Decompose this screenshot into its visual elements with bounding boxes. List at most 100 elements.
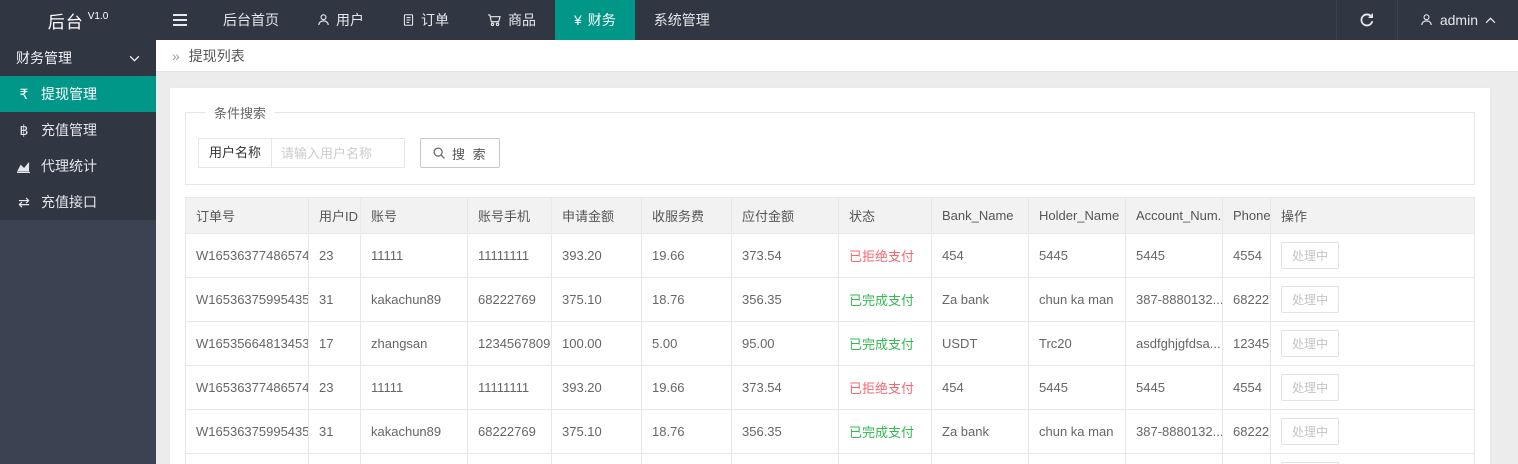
nav-item-orders[interactable]: 订单 bbox=[383, 0, 468, 40]
cell-account: zhangsan bbox=[360, 453, 468, 464]
cell-service_fee: 5.00 bbox=[641, 453, 732, 464]
withdraw-table: 订单号 用户ID 账号 账号手机 申请金额 收服务费 应付金额 状态 Bank_Name Hold… bbox=[185, 197, 1475, 464]
username-search-input[interactable] bbox=[271, 138, 406, 168]
sidebar-item-withdraw[interactable]: ₹ 提现管理 bbox=[0, 76, 156, 112]
cell-user_id: 23 bbox=[308, 365, 361, 410]
cell-order_no: W165363774865741 bbox=[185, 365, 309, 410]
nav-item-home[interactable]: 后台首页 bbox=[204, 0, 298, 40]
cell-account: kakachun89 bbox=[360, 409, 468, 454]
sidebar-item-agent-stats[interactable]: 代理统计 bbox=[0, 148, 156, 184]
cart-icon bbox=[487, 13, 502, 27]
processing-button[interactable]: 处理中 bbox=[1281, 374, 1340, 401]
column-header: Account_Num... bbox=[1125, 197, 1223, 234]
sidebar-item-label: 充值管理 bbox=[41, 122, 97, 138]
chevron-down-icon bbox=[129, 55, 140, 62]
nav-item-products[interactable]: 商品 bbox=[468, 0, 555, 40]
cell-apply_amount: 375.10 bbox=[551, 409, 642, 454]
cell-payable_amount: 95.00 bbox=[731, 453, 839, 464]
column-header: Phone_Number bbox=[1222, 197, 1271, 234]
sidebar-item-recharge-interface[interactable]: ⇄ 充值接口 bbox=[0, 184, 156, 220]
cell-bank_name: 454 bbox=[931, 233, 1029, 278]
search-fieldset: 条件搜索 用户名称 搜 索 bbox=[185, 103, 1475, 185]
username-field-label: 用户名称 bbox=[198, 138, 273, 168]
cell-holder_name: Trc20 bbox=[1028, 453, 1126, 464]
sidebar: 财务管理 ₹ 提现管理 ฿ 充值管理 代理统计 ⇄ 充值接口 bbox=[0, 40, 156, 464]
cell-apply_amount: 100.00 bbox=[551, 453, 642, 464]
refresh-icon bbox=[1359, 12, 1375, 28]
cell-bank_name: Za bank bbox=[931, 409, 1029, 454]
cell-service_fee: 18.76 bbox=[641, 277, 732, 322]
column-header: 操作 bbox=[1270, 197, 1475, 234]
processing-button[interactable]: 处理中 bbox=[1281, 242, 1340, 269]
app-title: 后台 bbox=[47, 12, 84, 32]
hamburger-menu-icon[interactable] bbox=[156, 0, 204, 40]
cell-account_number: 387-8880132... bbox=[1125, 277, 1223, 322]
cell-account_number: 5445 bbox=[1125, 233, 1223, 278]
cell-holder_name: 5445 bbox=[1028, 233, 1126, 278]
nav-item-system[interactable]: 系统管理 bbox=[635, 0, 729, 40]
cell-account_number: 5445 bbox=[1125, 365, 1223, 410]
column-header: 账号 bbox=[360, 197, 468, 234]
cell-status: 已完成支付 bbox=[838, 409, 932, 454]
nav-item-label: 财务 bbox=[587, 12, 616, 28]
cell-payable_amount: 95.00 bbox=[731, 321, 839, 366]
sidebar-item-recharge[interactable]: ฿ 充值管理 bbox=[0, 112, 156, 148]
nav-item-finance[interactable]: ¥ 财务 bbox=[555, 0, 635, 40]
cell-status: 已拒绝支付 bbox=[838, 233, 932, 278]
cell-bank_name: Za bank bbox=[931, 277, 1029, 322]
user-menu[interactable]: admin bbox=[1396, 0, 1518, 40]
rupee-icon: ₹ bbox=[19, 86, 29, 102]
nav-item-label: 系统管理 bbox=[653, 12, 710, 28]
processing-button[interactable]: 处理中 bbox=[1281, 286, 1340, 313]
cell-account_phone: 68222769 bbox=[467, 409, 552, 454]
main-area: » 提现列表 条件搜索 用户名称 搜 索 bbox=[156, 40, 1518, 464]
nav-item-label: 订单 bbox=[421, 12, 449, 28]
cell-account: kakachun89 bbox=[360, 277, 468, 322]
search-legend: 条件搜索 bbox=[214, 106, 267, 121]
table-header: 订单号 用户ID 账号 账号手机 申请金额 收服务费 应付金额 状态 Bank_Name Hold… bbox=[185, 197, 1475, 234]
sidebar-section-finance[interactable]: 财务管理 bbox=[0, 40, 156, 76]
search-button[interactable]: 搜 索 bbox=[420, 138, 500, 168]
processing-button[interactable]: 处理中 bbox=[1281, 418, 1340, 445]
cell-order_no: W165363759954359 bbox=[185, 277, 309, 322]
column-header: 申请金额 bbox=[551, 197, 642, 234]
cell-order_no: W165363759954359 bbox=[185, 409, 309, 454]
sidebar-item-label: 充值接口 bbox=[41, 194, 97, 210]
cell-status: 已拒绝支付 bbox=[838, 365, 932, 410]
table-header-row: 订单号 用户ID 账号 账号手机 申请金额 收服务费 应付金额 状态 Bank_Name Hold… bbox=[185, 197, 1475, 234]
cell-action: 处理中 bbox=[1270, 277, 1475, 322]
withdraw-list-card: 条件搜索 用户名称 搜 索 bbox=[170, 88, 1490, 464]
cell-user_id: 17 bbox=[308, 453, 361, 464]
cell-bank_name: USDT bbox=[931, 321, 1029, 366]
column-header: 收服务费 bbox=[641, 197, 732, 234]
content: 条件搜索 用户名称 搜 索 bbox=[156, 72, 1518, 464]
cell-action: 处理中 bbox=[1270, 233, 1475, 278]
cell-apply_amount: 100.00 bbox=[551, 321, 642, 366]
cell-phone_number: 68222769 bbox=[1222, 277, 1271, 322]
chevron-up-icon bbox=[1485, 16, 1496, 24]
cell-account: 11111 bbox=[360, 365, 468, 410]
refresh-button[interactable] bbox=[1335, 0, 1397, 40]
yen-icon: ¥ bbox=[574, 12, 582, 28]
cell-service_fee: 19.66 bbox=[641, 365, 732, 410]
column-header: Holder_Name bbox=[1028, 197, 1126, 234]
cell-payable_amount: 356.35 bbox=[731, 409, 839, 454]
cell-account_phone: 68222769 bbox=[467, 277, 552, 322]
cell-service_fee: 19.66 bbox=[641, 233, 732, 278]
cell-bank_name: 454 bbox=[931, 365, 1029, 410]
column-header: 账号手机 bbox=[467, 197, 552, 234]
nav-item-users[interactable]: 用户 bbox=[298, 0, 383, 40]
nav-item-label: 用户 bbox=[336, 12, 364, 28]
processing-button[interactable]: 处理中 bbox=[1281, 462, 1340, 464]
cell-account_phone: 11111111 bbox=[467, 233, 552, 278]
cell-phone_number: 12345678099 bbox=[1222, 453, 1271, 464]
app-logo[interactable]: 后台 V1.0 bbox=[0, 0, 156, 40]
processing-button[interactable]: 处理中 bbox=[1281, 330, 1340, 357]
search-button-label: 搜 索 bbox=[452, 146, 488, 162]
page-title: 提现列表 bbox=[188, 47, 245, 64]
cell-account: 11111 bbox=[360, 233, 468, 278]
column-header: 订单号 bbox=[185, 197, 309, 234]
cell-account_number: asdfghjgfdsa... bbox=[1125, 453, 1223, 464]
cell-user_id: 31 bbox=[308, 409, 361, 454]
